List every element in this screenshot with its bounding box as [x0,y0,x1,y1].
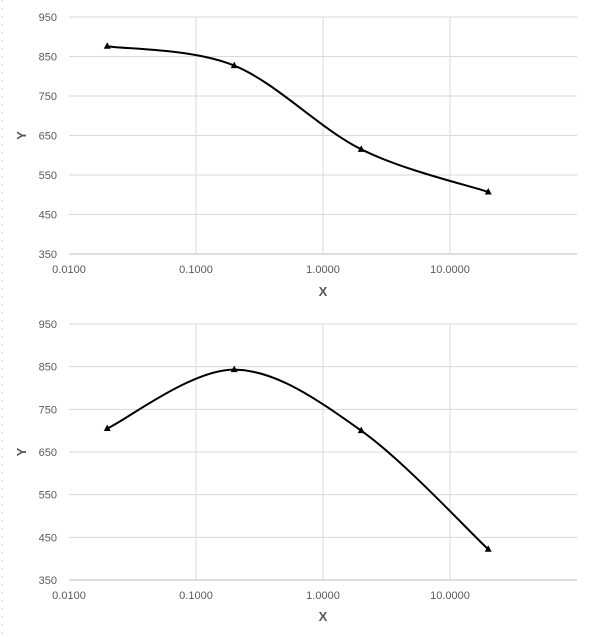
x-tick-label: 1.0000 [306,264,340,276]
x-tick-label: 0.0100 [52,264,86,276]
data-point-marker [357,145,365,152]
data-point-marker [230,61,238,69]
data-point-marker [103,42,111,49]
y-tick-label: 750 [39,91,57,103]
y-tick-label: 850 [39,362,57,374]
y-tick-label: 450 [39,532,57,544]
y-axis-title: Y [14,131,29,140]
x-axis-title: X [319,284,328,299]
data-point-marker [103,424,111,432]
y-tick-label: 850 [39,52,57,64]
series-line [107,45,489,193]
data-point-marker [230,365,238,373]
series-line [106,368,489,551]
x-tick-label: 0.0100 [52,590,86,602]
y-tick-label: 750 [39,404,57,416]
data-point-marker [484,545,492,552]
x-tick-label: 0.1000 [179,590,213,602]
data-point-marker [484,187,492,195]
y-tick-label: 950 [39,319,57,331]
y-tick-label: 450 [39,210,57,222]
chart-top: 950 850 750 650 550 450 350 0.0100 0.1000 1.0000 1… [14,12,577,299]
y-tick-label: 650 [39,131,57,143]
x-tick-label: 0.1000 [179,264,213,276]
y-tick-label: 350 [39,249,57,261]
y-tick-label: 950 [39,12,57,24]
x-tick-label: 10.0000 [430,264,470,276]
y-tick-label: 550 [39,490,57,502]
y-tick-label: 650 [39,447,57,459]
x-tick-label: 10.0000 [430,590,470,602]
x-axis-title: X [319,609,328,624]
x-tick-label: 1.0000 [306,590,340,602]
chart-bottom: 950 850 750 650 550 450 350 0.0100 0.1000 1.0000 1… [14,319,577,624]
data-point-marker [357,426,365,434]
y-tick-label: 550 [39,170,57,182]
y-tick-label: 350 [39,575,57,587]
y-axis-title: Y [14,447,29,456]
